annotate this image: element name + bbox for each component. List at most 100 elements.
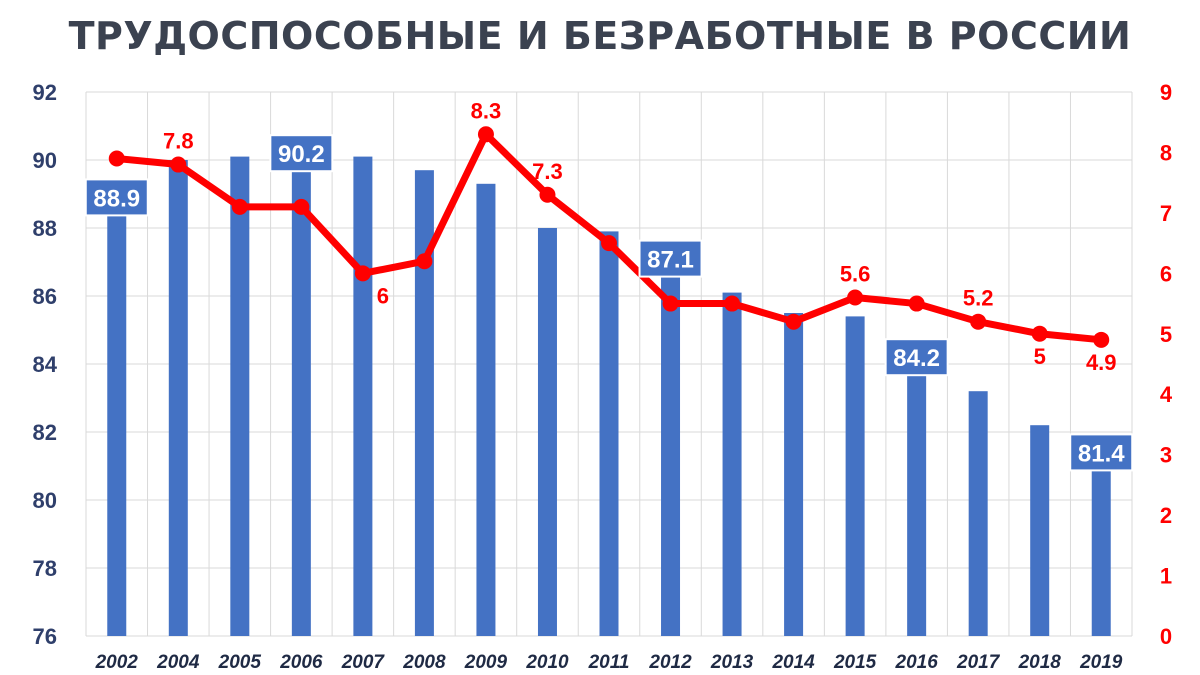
bar-data-label-text: 88.9 bbox=[93, 185, 140, 212]
x-tick-label: 2018 bbox=[1018, 652, 1062, 673]
bar-data-label-text: 87.1 bbox=[647, 247, 694, 274]
data-labels: 88.9 90.2 87.1 84.2 81.4 7.8 6 8.3 7.3 5.6 5.2 5 4.9 bbox=[84, 98, 1134, 472]
x-tick-label: 2008 bbox=[402, 652, 446, 673]
line-series bbox=[108, 126, 1110, 348]
y-right-tick-label: 2 bbox=[1160, 503, 1172, 528]
bar bbox=[599, 231, 619, 636]
y-right-tick-label: 1 bbox=[1160, 564, 1172, 589]
bar-data-label-box bbox=[84, 178, 149, 217]
bar-data-label: 84.2 bbox=[884, 338, 949, 377]
bar bbox=[907, 357, 927, 636]
line-data-label: 7.3 bbox=[532, 159, 563, 184]
line-point bbox=[1093, 331, 1110, 348]
y-right-tick-label: 8 bbox=[1160, 140, 1172, 165]
x-tick-label: 2011 bbox=[588, 652, 630, 673]
line-point bbox=[416, 253, 433, 270]
y-left-tick-label: 82 bbox=[33, 420, 57, 445]
y-left-tick-label: 78 bbox=[33, 556, 57, 581]
bar-data-label-text: 90.2 bbox=[278, 141, 325, 168]
x-tick-label: 2014 bbox=[771, 652, 815, 673]
x-tick-label: 2015 bbox=[833, 652, 877, 673]
x-tick-label: 2006 bbox=[279, 652, 323, 673]
bar bbox=[722, 292, 742, 636]
line-data-label: 5 bbox=[1034, 344, 1046, 369]
chart-title: ТРУДОСПОСОБНЫЕ И БЕЗРАБОТНЫЕ В РОССИИ bbox=[68, 14, 1132, 58]
x-tick-label: 2007 bbox=[341, 652, 386, 673]
x-tick-label: 2017 bbox=[956, 652, 1001, 673]
bar bbox=[845, 316, 865, 636]
y-right-tick-label: 3 bbox=[1160, 443, 1172, 468]
y-left-tick-label: 90 bbox=[33, 148, 57, 173]
x-tick-label: 2010 bbox=[525, 652, 569, 673]
bar-data-label: 81.4 bbox=[1069, 433, 1134, 472]
line-point bbox=[539, 186, 556, 203]
y-left-tick-label: 76 bbox=[33, 624, 57, 649]
bar-data-label-text: 84.2 bbox=[893, 345, 940, 372]
line-point bbox=[724, 295, 741, 312]
bar-data-label-box bbox=[884, 338, 949, 377]
y-left-tick-label: 92 bbox=[33, 80, 57, 105]
bar bbox=[1091, 452, 1111, 636]
y-left-tick-label: 88 bbox=[33, 216, 57, 241]
line-point bbox=[170, 156, 187, 173]
bar-series bbox=[107, 153, 1111, 637]
bar bbox=[1030, 425, 1050, 636]
x-tick-label: 2005 bbox=[218, 652, 262, 673]
line-point bbox=[785, 313, 802, 330]
line-data-label: 5.6 bbox=[840, 262, 871, 287]
x-tick-label: 2012 bbox=[648, 652, 692, 673]
line-data-label: 7.8 bbox=[163, 129, 194, 154]
bar-data-label-box bbox=[269, 134, 334, 173]
line-point bbox=[231, 198, 248, 215]
y-left-tick-label: 80 bbox=[33, 488, 57, 513]
bar-data-label: 90.2 bbox=[269, 134, 334, 173]
bar bbox=[414, 170, 434, 636]
x-tick-label: 2019 bbox=[1079, 652, 1123, 673]
line-point bbox=[662, 295, 679, 312]
bar-data-label-box bbox=[1069, 433, 1134, 472]
line-data-label: 5.2 bbox=[963, 286, 994, 311]
x-tick-label: 2009 bbox=[464, 652, 508, 673]
bar-data-label-box bbox=[638, 239, 703, 278]
x-tick-label: 2016 bbox=[895, 652, 939, 673]
gridlines bbox=[85, 91, 1133, 637]
y-right-tick-label: 7 bbox=[1160, 201, 1172, 226]
bar bbox=[291, 153, 311, 636]
y-right-tick-label: 9 bbox=[1160, 80, 1172, 105]
bar bbox=[537, 228, 557, 636]
bar bbox=[230, 156, 250, 636]
y-right-tick-label: 4 bbox=[1160, 382, 1173, 407]
x-tick-label: 2013 bbox=[710, 652, 754, 673]
line-data-label: 4.9 bbox=[1086, 350, 1117, 375]
y-left-tick-label: 86 bbox=[33, 284, 57, 309]
y-right-tick-label: 0 bbox=[1160, 624, 1172, 649]
x-tick-label: 2004 bbox=[156, 652, 200, 673]
line-point bbox=[108, 150, 125, 167]
y-right-tick-label: 5 bbox=[1160, 322, 1172, 347]
line-point bbox=[293, 198, 310, 215]
bar bbox=[784, 313, 804, 636]
line-point bbox=[970, 313, 987, 330]
bar-data-label: 87.1 bbox=[638, 239, 703, 278]
line-point bbox=[477, 126, 494, 143]
line-point bbox=[1031, 325, 1048, 342]
line-point bbox=[354, 265, 371, 282]
bar bbox=[968, 391, 988, 636]
y-right-tick-label: 6 bbox=[1160, 261, 1172, 286]
line-point bbox=[847, 289, 864, 306]
bar bbox=[107, 197, 127, 636]
line-point bbox=[601, 235, 617, 252]
bar bbox=[661, 258, 681, 636]
y-left-tick-label: 84 bbox=[33, 352, 58, 377]
line-data-label: 8.3 bbox=[471, 98, 502, 123]
line-data-label: 6 bbox=[377, 283, 389, 308]
bar bbox=[353, 156, 373, 636]
x-tick-label: 2002 bbox=[95, 652, 139, 673]
bar-data-label-text: 81.4 bbox=[1078, 440, 1125, 467]
bar bbox=[168, 160, 188, 636]
bar bbox=[476, 183, 496, 637]
bar-data-label: 88.9 bbox=[84, 178, 149, 217]
line-point bbox=[908, 295, 925, 312]
